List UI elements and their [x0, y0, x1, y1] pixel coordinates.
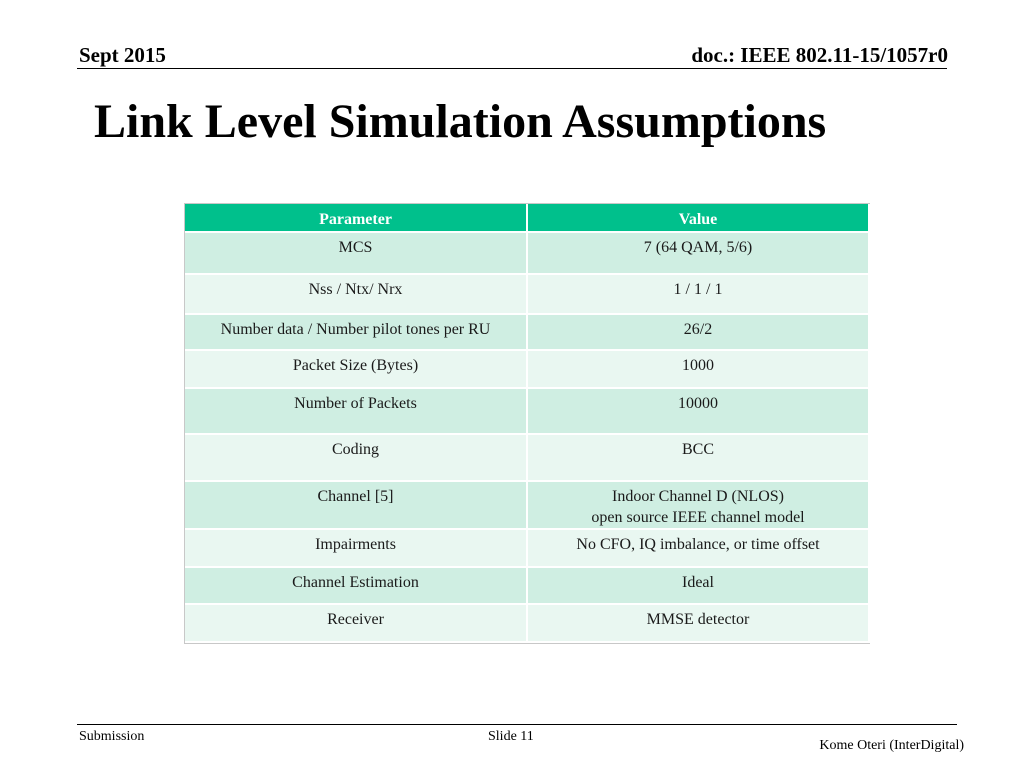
table-header-row: Parameter Value — [185, 204, 870, 233]
value-cell: Ideal — [527, 567, 870, 605]
parameter-cell: Number data / Number pilot tones per RU — [185, 314, 528, 351]
value-cell: 26/2 — [527, 314, 870, 351]
value-cell: MMSE detector — [527, 604, 870, 643]
parameter-cell: MCS — [185, 232, 528, 275]
value-line-2: open source IEEE channel model — [591, 509, 805, 526]
table-row: Channel Estimation Ideal — [185, 567, 870, 605]
parameter-cell: Impairments — [185, 529, 528, 568]
value-cell: 10000 — [527, 388, 870, 435]
table-row: Nss / Ntx/ Nrx 1 / 1 / 1 — [185, 274, 870, 315]
header-doc-id: doc.: IEEE 802.11-15/1057r0 — [691, 43, 948, 67]
value-cell: Indoor Channel D (NLOS) open source IEEE … — [527, 481, 870, 530]
table-row: MCS 7 (64 QAM, 5/6) — [185, 232, 870, 275]
table-row: Channel [5] Indoor Channel D (NLOS) open … — [185, 481, 870, 530]
footer-submission: Submission — [79, 729, 145, 744]
footer-author: Kome Oteri (InterDigital) — [819, 738, 964, 753]
parameter-cell: Coding — [185, 434, 528, 482]
footer-slide-number: Slide 11 — [488, 729, 534, 744]
table-row: Packet Size (Bytes) 1000 — [185, 350, 870, 389]
parameter-cell: Receiver — [185, 604, 528, 643]
value-cell: BCC — [527, 434, 870, 482]
value-cell: 1 / 1 / 1 — [527, 274, 870, 315]
header-divider — [77, 68, 947, 69]
value-line-1: Indoor Channel D (NLOS) — [612, 488, 784, 505]
column-header-value: Value — [527, 204, 870, 233]
parameter-cell: Number of Packets — [185, 388, 528, 435]
footer-divider — [77, 724, 957, 725]
parameters-table: Parameter Value MCS 7 (64 QAM, 5/6) Nss … — [184, 203, 870, 644]
parameter-cell: Channel Estimation — [185, 567, 528, 605]
slide-title: Link Level Simulation Assumptions — [94, 95, 827, 148]
table-row: Number of Packets 10000 — [185, 388, 870, 435]
table-row: Coding BCC — [185, 434, 870, 482]
table-row: Receiver MMSE detector — [185, 604, 870, 643]
value-cell: 1000 — [527, 350, 870, 389]
parameter-cell: Packet Size (Bytes) — [185, 350, 528, 389]
parameter-cell: Nss / Ntx/ Nrx — [185, 274, 528, 315]
parameter-cell: Channel [5] — [185, 481, 528, 530]
header-date: Sept 2015 — [79, 43, 166, 67]
value-cell: No CFO, IQ imbalance, or time offset — [527, 529, 870, 568]
table-row: Impairments No CFO, IQ imbalance, or tim… — [185, 529, 870, 568]
column-header-parameter: Parameter — [185, 204, 528, 233]
value-cell: 7 (64 QAM, 5/6) — [527, 232, 870, 275]
table-row: Number data / Number pilot tones per RU … — [185, 314, 870, 351]
